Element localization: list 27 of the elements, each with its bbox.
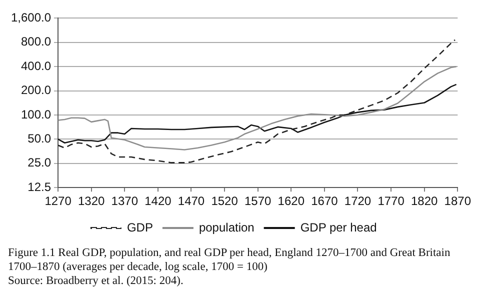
line-series [58,39,456,164]
x-tick-label: 1870 [444,194,472,208]
y-tick-label: 100.0 [21,107,52,122]
x-tick-label: 1270 [44,194,72,208]
x-tick-label: 1720 [344,194,372,208]
y-tick-label: 1,600.0 [10,10,52,25]
x-tick-label: 1570 [244,194,272,208]
x-tick-label: 1770 [378,194,405,208]
y-tick-label: 200.0 [21,83,52,98]
x-tick-label: 1470 [178,194,205,208]
x-tick-label: 1370 [111,194,138,208]
x-tick-label: 1420 [144,194,172,208]
x-tick-label: 1620 [278,194,305,208]
y-tick-label: 25.0 [28,156,52,170]
caption: Figure 1.1 Real GDP, population, and real GDP per head, England 1270–1700 and Great Britain 1700–1870 (averages per decade, log scale, 1700 = 100) [8,246,452,274]
y-tick-label: 50.0 [28,132,52,146]
x-tick-label: 1820 [411,194,438,208]
source-note: Source: Broadberry et al. (2015: 204). [8,274,184,288]
legend-label: GDP per head [300,220,377,234]
y-tick-label: 12.5 [28,180,52,194]
x-tick-label: 1320 [78,194,106,208]
legend-label: GDP [126,220,153,234]
y-tick-label: 400.0 [21,58,52,73]
x-tick-label: 1670 [311,194,338,208]
legend-label: population [198,220,254,234]
y-tick-label: 800.0 [21,34,52,49]
x-tick-label: 1520 [211,194,238,208]
